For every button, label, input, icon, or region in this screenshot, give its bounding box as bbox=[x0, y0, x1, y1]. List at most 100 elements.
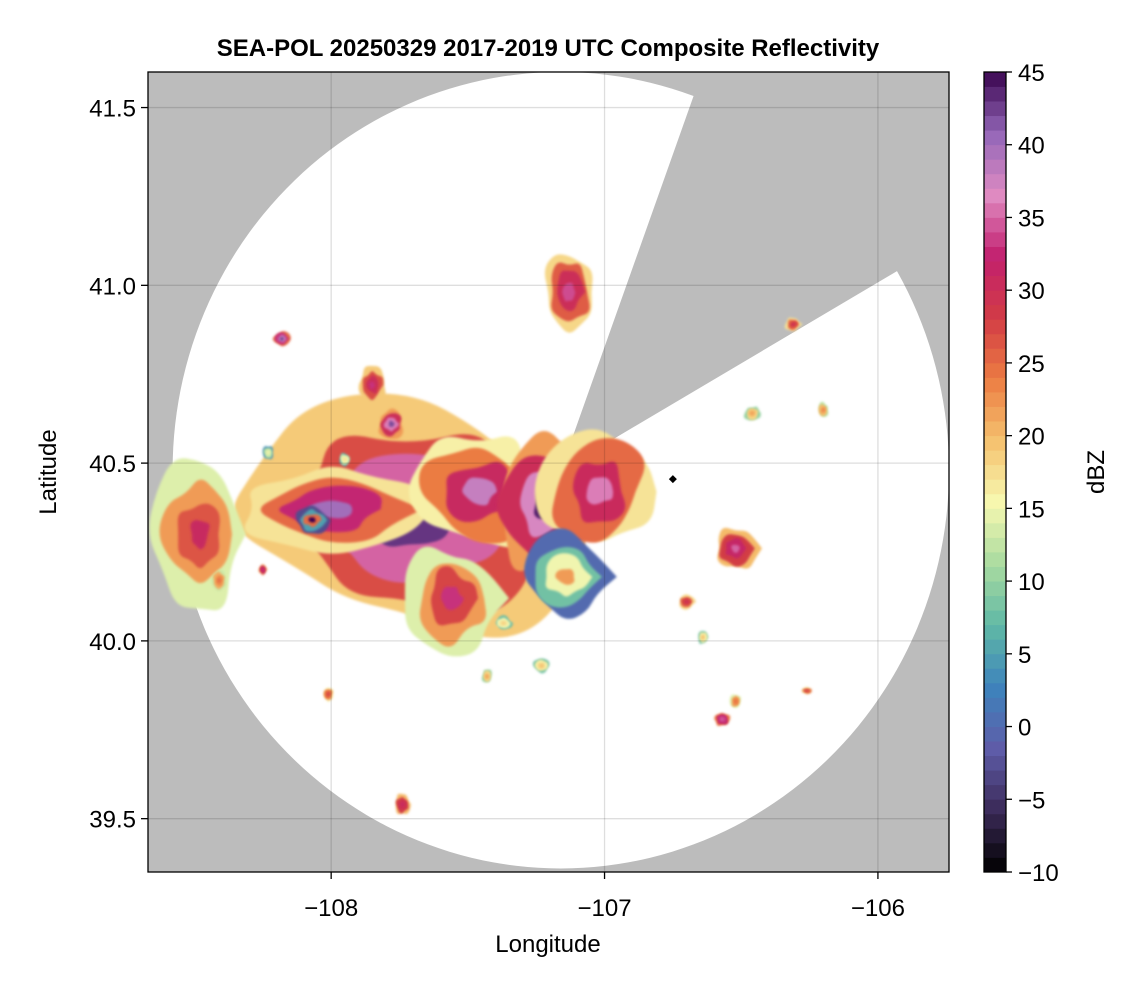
echo-cell bbox=[534, 429, 657, 543]
colorbar-bin bbox=[984, 159, 1006, 175]
colorbar-bin bbox=[984, 130, 1006, 146]
colorbar-tick-label: 15 bbox=[1018, 496, 1045, 523]
echo-cell bbox=[358, 365, 386, 406]
echo-cell bbox=[272, 331, 291, 347]
colorbar-frame bbox=[983, 71, 1007, 873]
echo-cell bbox=[784, 317, 803, 332]
colorbar-bin bbox=[984, 624, 1006, 640]
plot-frame bbox=[147, 71, 950, 873]
echo-cell bbox=[801, 686, 812, 694]
echo-cell bbox=[679, 594, 697, 610]
y-tick-label: 41.0 bbox=[89, 273, 136, 300]
echo-cell bbox=[323, 687, 334, 702]
echo-layer bbox=[327, 692, 330, 696]
colorbar-bin bbox=[984, 479, 1006, 495]
colorbar-tick-label: 25 bbox=[1018, 351, 1045, 378]
colorbar-bin bbox=[984, 741, 1006, 757]
reflectivity-echoes bbox=[149, 254, 829, 815]
y-axis: 39.5 40.0 40.5 41.0 41.5 bbox=[89, 96, 148, 834]
colorbar-bin bbox=[984, 653, 1006, 669]
x-tick-label: −107 bbox=[578, 895, 632, 922]
colorbar-bin bbox=[984, 275, 1006, 291]
echo-cell bbox=[698, 631, 709, 645]
grid-lines bbox=[148, 72, 949, 872]
echo-layer bbox=[791, 322, 796, 326]
echo-cell bbox=[729, 694, 741, 708]
colorbar-bin bbox=[984, 319, 1006, 335]
echo-cell bbox=[717, 527, 762, 569]
colorbar-bin bbox=[984, 101, 1006, 117]
colorbar-bin bbox=[984, 784, 1006, 800]
colorbar-bin bbox=[984, 290, 1006, 306]
echo-layer bbox=[261, 568, 264, 571]
echo-layer bbox=[462, 477, 497, 506]
echo-layer bbox=[822, 408, 825, 412]
echo-cell bbox=[395, 793, 411, 815]
colorbar-bin bbox=[984, 770, 1006, 786]
x-axis: −108 −107 −106 bbox=[304, 872, 905, 922]
colorbar-bin bbox=[984, 392, 1006, 407]
y-tick-label: 39.5 bbox=[89, 807, 136, 834]
echo-layer bbox=[217, 577, 221, 583]
echo-cell bbox=[743, 406, 761, 421]
colorbar-bin bbox=[984, 697, 1006, 713]
colorbar-bin bbox=[984, 115, 1006, 131]
colorbar-bin bbox=[984, 173, 1006, 189]
colorbar-bin bbox=[984, 348, 1006, 364]
colorbar: −10 −5 0 5 10 15 20 25 30 35 40 45 dBZ bbox=[983, 60, 1110, 887]
colorbar-bin bbox=[984, 377, 1006, 393]
echo-cell bbox=[714, 713, 731, 726]
colorbar-bin bbox=[984, 552, 1006, 567]
echo-layer bbox=[280, 337, 284, 341]
colorbar-bin bbox=[984, 72, 1006, 87]
echo-layer bbox=[190, 519, 210, 550]
echo-layer bbox=[267, 450, 270, 455]
echo-layer bbox=[440, 586, 464, 611]
colorbar-bin bbox=[984, 246, 1006, 262]
colorbar-tick-label: 20 bbox=[1018, 424, 1045, 451]
colorbar-bin bbox=[984, 537, 1006, 553]
colorbar-tick-label: 40 bbox=[1018, 133, 1045, 160]
x-tick-label: −108 bbox=[304, 895, 358, 922]
echo-layer bbox=[555, 568, 575, 585]
echo-layer bbox=[369, 381, 375, 390]
echo-layer bbox=[485, 675, 489, 678]
echo-cell bbox=[532, 658, 550, 674]
colorbar-bin bbox=[984, 450, 1006, 466]
echo-layer bbox=[731, 544, 740, 553]
colorbar-bin bbox=[984, 581, 1006, 597]
echo-layer bbox=[684, 600, 689, 604]
echo-layer bbox=[750, 411, 755, 415]
colorbar-ticks: −10 −5 0 5 10 15 20 25 30 35 40 45 bbox=[1006, 60, 1059, 887]
colorbar-bin bbox=[984, 232, 1006, 247]
colorbar-tick-label: −5 bbox=[1018, 787, 1045, 814]
echo-cell bbox=[404, 546, 510, 657]
colorbar-bin bbox=[984, 362, 1006, 378]
colorbar-label: dBZ bbox=[1083, 450, 1110, 494]
colorbar-bin bbox=[984, 712, 1006, 727]
echo-layer bbox=[701, 635, 705, 639]
colorbar-bin bbox=[984, 217, 1006, 233]
colorbar-bin bbox=[984, 755, 1006, 771]
x-axis-label: Longitude bbox=[495, 931, 600, 958]
colorbar-bin bbox=[984, 421, 1006, 437]
echo-layer bbox=[805, 690, 809, 692]
echo-layer bbox=[540, 664, 544, 668]
colorbar-bin bbox=[984, 188, 1006, 204]
colorbar-bin bbox=[984, 333, 1006, 349]
colorbar-bin bbox=[984, 639, 1006, 655]
colorbar-tick-label: 5 bbox=[1018, 642, 1031, 669]
radar-site-marker bbox=[668, 475, 677, 484]
y-tick-label: 40.0 bbox=[89, 629, 136, 656]
colorbar-bin bbox=[984, 144, 1006, 160]
echo-cell bbox=[524, 528, 617, 619]
colorbar-bin bbox=[984, 828, 1006, 844]
colorbar-bin bbox=[984, 406, 1006, 422]
echo-layer bbox=[400, 802, 405, 807]
colorbar-tick-label: 45 bbox=[1018, 60, 1045, 87]
echo-cell bbox=[495, 615, 514, 630]
colorbar-bin bbox=[984, 813, 1006, 829]
echo-layer bbox=[562, 282, 576, 302]
echo-layer bbox=[720, 717, 724, 721]
